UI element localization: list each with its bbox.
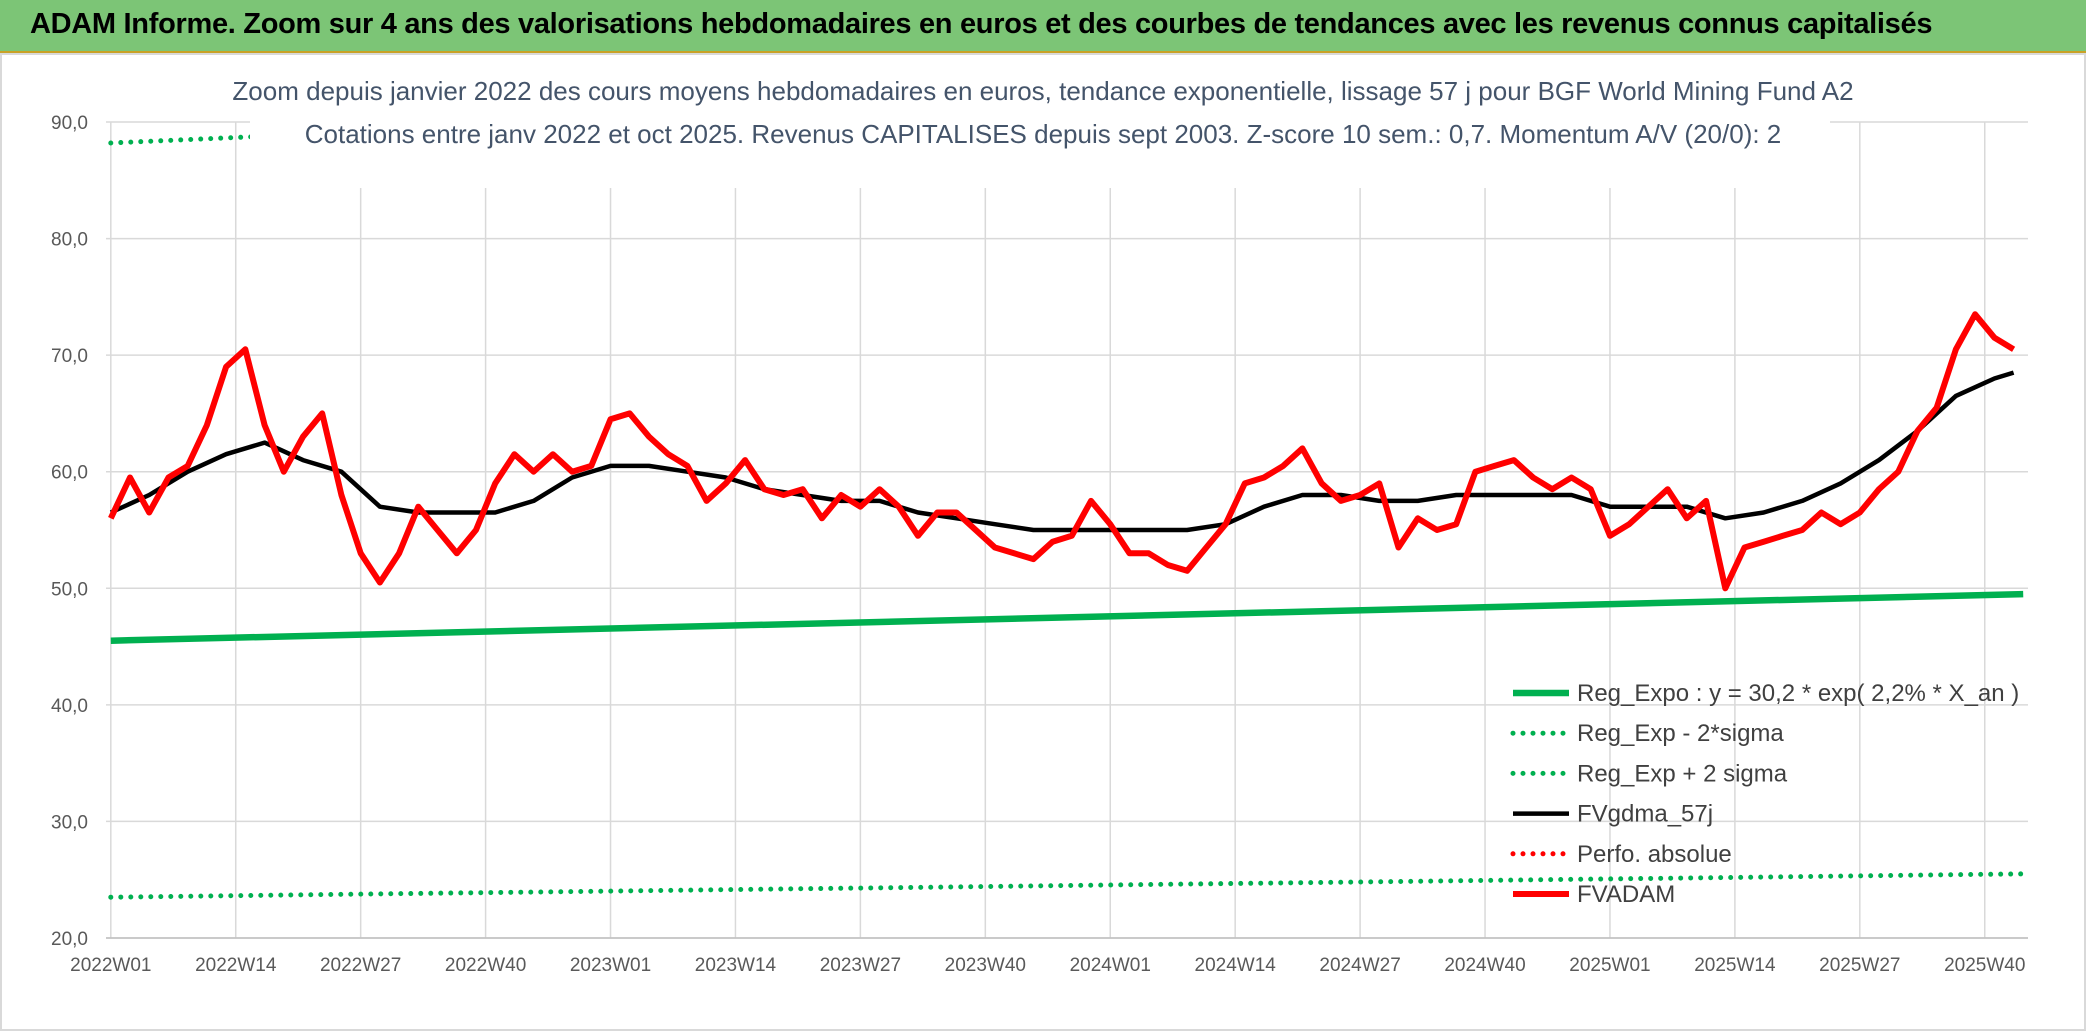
- x-tick-label: 2024W40: [1444, 955, 1525, 976]
- y-tick-label: 50,0: [51, 579, 88, 600]
- x-tick-label: 2023W01: [570, 955, 651, 976]
- y-tick-label: 80,0: [51, 230, 88, 251]
- y-tick-label: 40,0: [51, 696, 88, 717]
- legend-label: Reg_Exp + 2 sigma: [1577, 760, 1788, 787]
- title-box: [250, 73, 1830, 188]
- banner: ADAM Informe. Zoom sur 4 ans des valoris…: [0, 0, 2086, 53]
- legend-label: FVgdma_57j: [1577, 801, 1713, 828]
- legend: Reg_Expo : y = 30,2 * exp( 2,2% * X_an )…: [1510, 680, 2019, 908]
- chart: Zoom depuis janvier 2022 des cours moyen…: [0, 53, 2086, 1031]
- axes: 20,0 30,0 40,0 50,0 60,0 70,0 80,0 90,0 2022W01 2…: [51, 113, 2028, 976]
- y-tick-label: 20,0: [51, 929, 88, 950]
- x-tick-label: 2024W01: [1070, 955, 1151, 976]
- series-line: [108, 871, 2026, 900]
- page-title: ADAM Informe. Zoom sur 4 ans des valoris…: [30, 8, 1933, 40]
- chart-frame: [0, 53, 2086, 1031]
- y-tick-label: 90,0: [51, 113, 88, 134]
- x-tick-label: 2023W14: [695, 955, 777, 976]
- series-line: [108, 311, 2016, 592]
- x-tick-label: 2024W14: [1195, 955, 1277, 976]
- legend-label: Reg_Expo : y = 30,2 * exp( 2,2% * X_an ): [1577, 680, 2019, 707]
- x-tick-label: 2022W40: [445, 955, 526, 976]
- x-tick-label: 2025W14: [1694, 955, 1776, 976]
- x-tick-label: 2022W01: [70, 955, 151, 976]
- series-line: [110, 590, 2024, 644]
- x-tick-label: 2022W14: [195, 955, 277, 976]
- y-tick-label: 70,0: [51, 346, 88, 367]
- x-tick-label: 2024W27: [1319, 955, 1400, 976]
- x-tick-label: 2025W27: [1819, 955, 1900, 976]
- x-tick-label: 2025W01: [1569, 955, 1650, 976]
- chart-title: Zoom depuis janvier 2022 des cours moyen…: [232, 76, 1853, 106]
- plot: [108, 122, 2026, 900]
- chart-subtitle: Cotations entre janv 2022 et oct 2025. R…: [305, 119, 1782, 149]
- legend-label: FVADAM: [1577, 881, 1675, 908]
- y-tick-label: 30,0: [51, 812, 88, 833]
- x-tick-label: 2023W27: [820, 955, 901, 976]
- x-tick-label: 2022W27: [320, 955, 401, 976]
- y-tick-label: 60,0: [51, 463, 88, 484]
- x-tick-label: 2025W40: [1944, 955, 2025, 976]
- x-tick-label: 2023W40: [945, 955, 1026, 976]
- legend-label: Reg_Exp - 2*sigma: [1577, 720, 1784, 747]
- legend-label: Perfo. absolue: [1577, 841, 1732, 868]
